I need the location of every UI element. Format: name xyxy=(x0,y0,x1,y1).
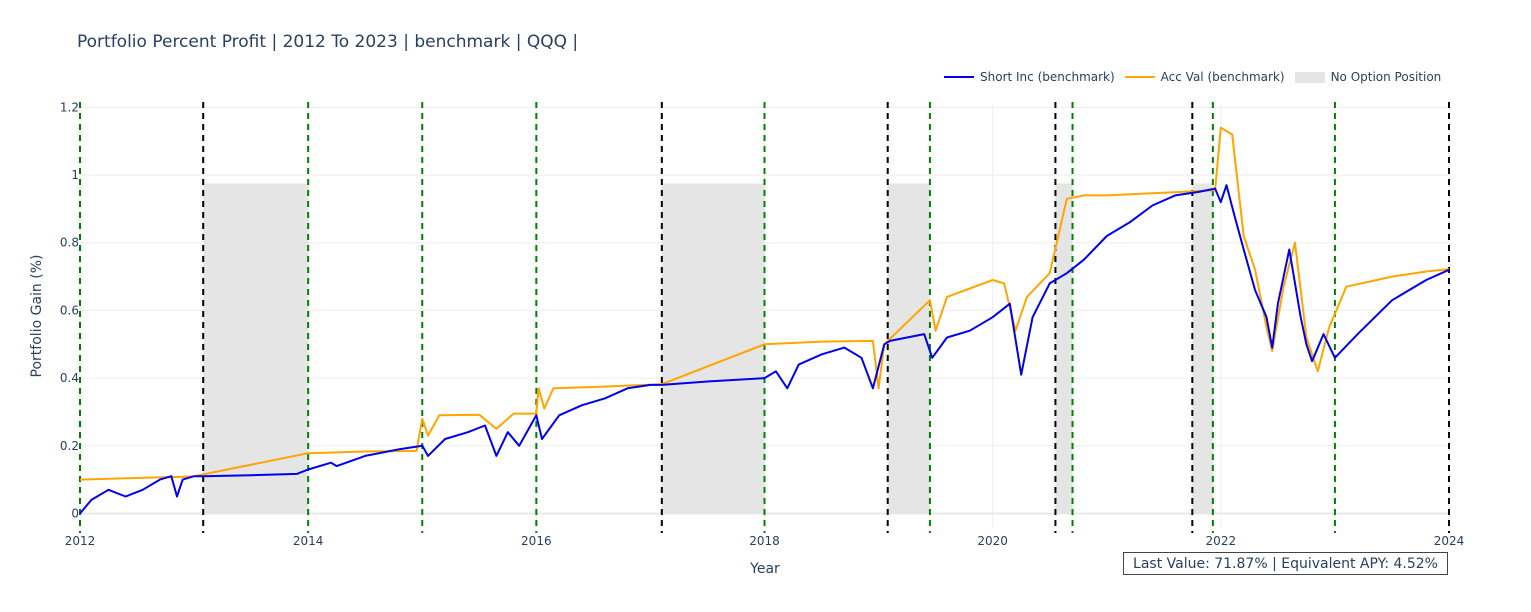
legend-label-short-inc: Short Inc (benchmark) xyxy=(980,70,1115,84)
no-option-region xyxy=(203,183,309,514)
x-tick-label: 2018 xyxy=(749,534,780,548)
y-tick-label: 0.2 xyxy=(60,439,79,453)
legend-swatch-short-inc xyxy=(944,76,974,78)
vline-layer xyxy=(79,102,1450,533)
tick-layer: 0 0.2 0.4 0.6 0.8 1 1.2 2012 2014 2016 2018 2020 202… xyxy=(60,100,1464,548)
no-option-region xyxy=(887,183,930,514)
x-tick-label: 2022 xyxy=(1206,534,1237,548)
shade-layer xyxy=(203,183,1213,514)
chart-title: Portfolio Percent Profit | 2012 To 2023 … xyxy=(77,32,579,52)
y-tick-label: 0.8 xyxy=(60,236,79,250)
legend-item-no-option[interactable]: No Option Position xyxy=(1294,70,1442,84)
last-value-annotation: Last Value: 71.87% | Equivalent APY: 4.5… xyxy=(1123,552,1448,575)
legend-label-no-option: No Option Position xyxy=(1330,70,1442,84)
y-tick-label: 1 xyxy=(71,168,79,182)
legend-item-short-inc[interactable]: Short Inc (benchmark) xyxy=(944,70,1115,84)
y-tick-label: 0.4 xyxy=(60,371,79,385)
y-axis-title: Portfolio Gain (%) xyxy=(29,255,45,378)
legend: Short Inc (benchmark) Acc Val (benchmark… xyxy=(944,70,1451,84)
no-option-region xyxy=(661,183,765,514)
series-line-acc-val xyxy=(79,126,1450,481)
x-tick-label: 2024 xyxy=(1434,534,1465,548)
x-tick-label: 2016 xyxy=(521,534,552,548)
no-option-region xyxy=(1192,183,1213,514)
y-tick-label: 1.2 xyxy=(60,100,79,114)
series-line-short-inc xyxy=(79,184,1450,515)
no-option-region xyxy=(1055,183,1073,514)
y-tick-label: 0 xyxy=(71,506,79,520)
x-tick-label: 2020 xyxy=(977,534,1008,548)
y-tick-label: 0.6 xyxy=(60,303,79,317)
series-layer xyxy=(79,126,1450,515)
legend-label-acc-val: Acc Val (benchmark) xyxy=(1160,70,1285,84)
legend-swatch-acc-val xyxy=(1124,76,1155,78)
x-axis-title: Year xyxy=(749,561,780,577)
legend-swatch-no-option xyxy=(1294,71,1325,83)
x-tick-label: 2014 xyxy=(293,534,324,548)
x-tick-label: 2012 xyxy=(65,534,96,548)
legend-item-acc-val[interactable]: Acc Val (benchmark) xyxy=(1124,70,1285,84)
